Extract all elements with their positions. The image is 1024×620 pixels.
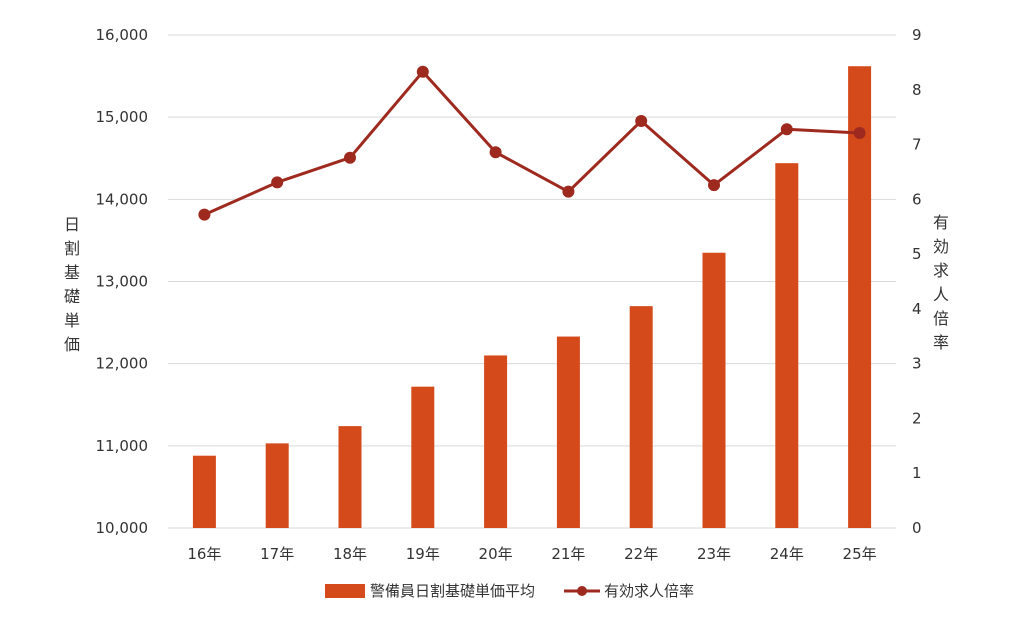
bar-series [192,66,872,529]
line-series [198,65,866,221]
right-tick-label: 3 [912,355,922,373]
legend-label-line: 有効求人倍率 [604,582,694,600]
right-tick-label: 8 [912,81,922,99]
series-line [203,70,860,217]
right-tick-label: 5 [912,245,922,263]
line-point [489,146,502,159]
right-axis-title: 有効求人倍率 [933,213,949,352]
x-tick-label: 19年 [406,545,440,563]
legend-swatch-marker [577,586,587,596]
x-axis-ticks: 16年 17年 18年 19年 20年 21年 22年 23年 24年 25年 [187,545,876,563]
left-tick-label: 15,000 [96,108,149,126]
x-tick-label: 25年 [843,545,877,563]
left-axis-title: 日割基礎単価 [64,215,80,354]
x-tick-label: 17年 [260,545,294,563]
line-point [635,115,648,128]
right-tick-label: 9 [912,26,922,44]
line-point [344,151,356,164]
right-tick-label: 2 [912,409,922,427]
bar [775,163,799,528]
line-point [416,65,429,78]
line-point [271,176,284,189]
legend: 警備員日割基礎単価平均 有効求人倍率 [325,582,694,600]
x-tick-label: 22年 [624,545,658,563]
right-tick-label: 6 [912,190,922,208]
bar [484,355,508,528]
right-tick-label: 1 [912,464,922,482]
x-tick-label: 16年 [187,545,221,563]
x-tick-label: 24年 [770,545,804,563]
bar [338,426,362,528]
bar [848,66,872,529]
legend-swatch-bar [325,584,365,598]
right-tick-label: 4 [912,300,922,318]
x-tick-label: 21年 [551,545,585,563]
bar [192,455,216,528]
left-axis-ticks: 10,000 11,000 12,000 13,000 14,000 15,000 16,0… [96,26,149,537]
gridlines [168,34,896,529]
left-tick-label: 11,000 [96,437,149,455]
right-axis-ticks: 0 1 2 3 4 5 6 7 8 9 [912,26,922,537]
bar [265,443,289,528]
bar [556,336,580,528]
line-point [708,179,720,192]
x-tick-label: 20年 [479,545,513,563]
left-tick-label: 10,000 [96,519,149,537]
left-tick-label: 16,000 [96,26,149,44]
bar [629,306,653,528]
left-axis-title-text: 日割基礎単価 [64,215,80,354]
left-tick-label: 14,000 [96,190,149,208]
bar [702,252,726,528]
line-point [780,123,793,136]
line-point [853,127,866,140]
left-tick-label: 13,000 [96,273,149,291]
line-point [562,185,575,198]
right-tick-label: 7 [912,136,922,154]
legend-label-bar: 警備員日割基礎単価平均 [370,582,535,600]
x-tick-label: 23年 [697,545,731,563]
right-tick-label: 0 [912,519,922,537]
bar [411,386,435,528]
x-tick-label: 18年 [333,545,367,563]
line-point [198,208,211,221]
right-axis-title-text: 有効求人倍率 [933,213,949,352]
left-tick-label: 12,000 [96,355,149,373]
